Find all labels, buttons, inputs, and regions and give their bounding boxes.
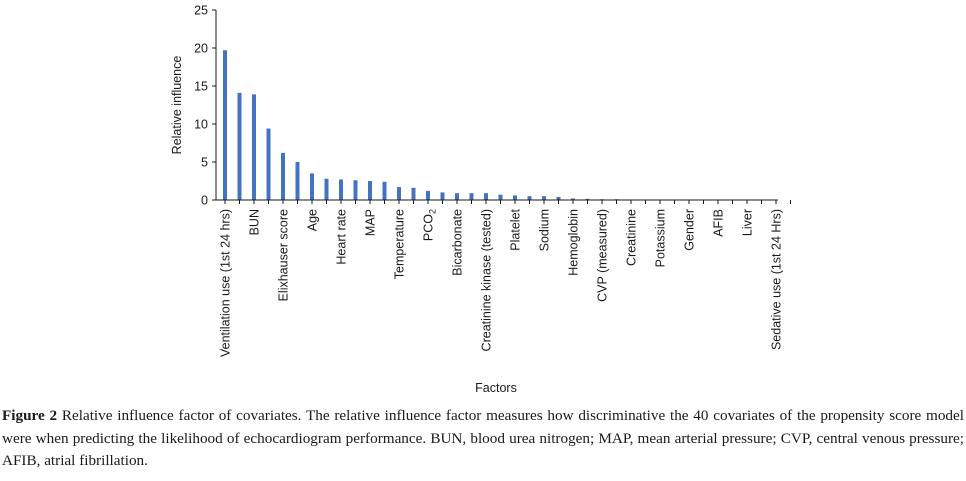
x-tick-label: Sodium xyxy=(538,209,552,251)
bar-25 xyxy=(571,198,575,200)
bar-14 xyxy=(411,187,416,200)
y-tick-label: 25 xyxy=(194,4,208,18)
x-tick-label: Sedative use (1st 24 Hrs) xyxy=(770,209,784,350)
bar-23 xyxy=(542,196,546,200)
x-tick-label: Heart rate xyxy=(335,209,349,265)
bar-22 xyxy=(527,196,532,200)
figure-label: Figure 2 xyxy=(2,407,58,424)
x-tick-label: Gender xyxy=(683,209,697,251)
y-ticks-group: 0 5 10 15 20 25 xyxy=(194,4,216,208)
bar-10 xyxy=(353,180,358,200)
x-tick-label: Hemoglobin xyxy=(567,209,581,276)
bar-20 xyxy=(498,194,503,200)
y-tick-label: 15 xyxy=(194,80,208,94)
x-tick-label: PCO2 xyxy=(422,209,438,241)
bar-17 xyxy=(455,193,459,200)
bar-26 xyxy=(585,198,590,200)
x-tick-label: Temperature xyxy=(393,209,407,279)
bar-15 xyxy=(426,190,430,200)
x-tick-label: Liver xyxy=(741,209,755,236)
y-tick-label: 5 xyxy=(201,156,208,170)
x-tick-label: Bicarbonate xyxy=(451,209,465,276)
bar-21 xyxy=(513,195,517,200)
bar-6 xyxy=(295,162,300,200)
y-tick-label: 0 xyxy=(201,194,208,208)
bar-16 xyxy=(440,192,445,200)
bar-12 xyxy=(382,181,387,200)
y-tick-label: 20 xyxy=(194,42,208,56)
x-axis-label: Factors xyxy=(475,381,517,395)
x-tick-label: Potassium xyxy=(654,209,668,267)
bar-chart: 0 5 10 15 20 25 Ventilation use (1st 24 hrs) B… xyxy=(170,4,791,395)
x-tick-label: Platelet xyxy=(509,208,523,250)
bar-19 xyxy=(484,193,488,200)
x-tick-label: CVP (measured) xyxy=(596,209,610,302)
x-tick-label: Ventilation use (1st 24 hrs) xyxy=(219,209,233,357)
figure-caption: Figure 2 Relative influence factor of co… xyxy=(2,405,964,473)
bars-group xyxy=(223,50,720,200)
x-tick-label: Age xyxy=(306,209,320,231)
caption-text: Relative influence factor of covariates.… xyxy=(2,407,964,469)
x-tick-label: MAP xyxy=(364,209,378,236)
x-tick-label: Elixhauser score xyxy=(277,209,291,301)
bar-9 xyxy=(339,179,343,200)
bar-24 xyxy=(556,196,561,200)
bar-8 xyxy=(324,178,329,200)
bar-7 xyxy=(310,173,314,200)
bar-3 xyxy=(252,94,256,200)
x-ticks-group: Ventilation use (1st 24 hrs) BUN Elixhause… xyxy=(219,200,791,357)
bar-11 xyxy=(368,181,372,200)
bar-1 xyxy=(223,50,227,200)
x-tick-label: Creatinine kinase (tested) xyxy=(480,209,494,351)
bar-4 xyxy=(266,128,271,200)
y-tick-label: 10 xyxy=(194,118,208,132)
bar-5 xyxy=(281,152,285,200)
x-tick-label: AFIB xyxy=(712,209,726,237)
x-tick-label: BUN xyxy=(248,209,262,235)
bar-18 xyxy=(469,193,474,200)
x-tick-label: Creatinine xyxy=(625,209,639,266)
bar-13 xyxy=(397,187,401,200)
bar-2 xyxy=(237,92,242,200)
y-axis-label: Relative influence xyxy=(170,56,184,155)
